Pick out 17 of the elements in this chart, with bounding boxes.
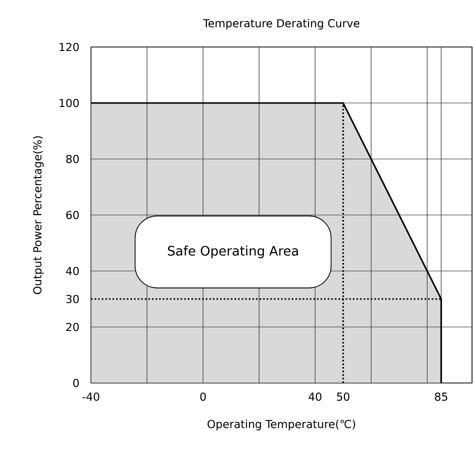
x-tick-label: 85 <box>434 392 448 401</box>
y-tick-label: 100 <box>60 98 79 108</box>
y-tick-label: 0 <box>73 378 79 388</box>
chart-title: Temperature Derating Curve <box>203 18 360 30</box>
y-tick-label: 60 <box>66 210 79 220</box>
y-tick-label: 40 <box>66 266 79 276</box>
y-tick-label: 30 <box>66 294 79 304</box>
x-tick-label: -40 <box>82 392 100 401</box>
y-tick-label: 80 <box>66 154 79 164</box>
x-tick-label: 40 <box>308 392 322 401</box>
x-tick-label: 50 <box>336 392 350 401</box>
x-axis-title: Operating Temperature(℃) <box>208 420 356 430</box>
y-tick-label: 20 <box>66 322 79 332</box>
annotation: Safe Operating Area <box>168 246 298 258</box>
y-axis-title: Output Power Percentage(%) <box>33 136 44 294</box>
y-tick-label: 120 <box>60 42 79 52</box>
x-tick-label: 0 <box>200 392 206 401</box>
